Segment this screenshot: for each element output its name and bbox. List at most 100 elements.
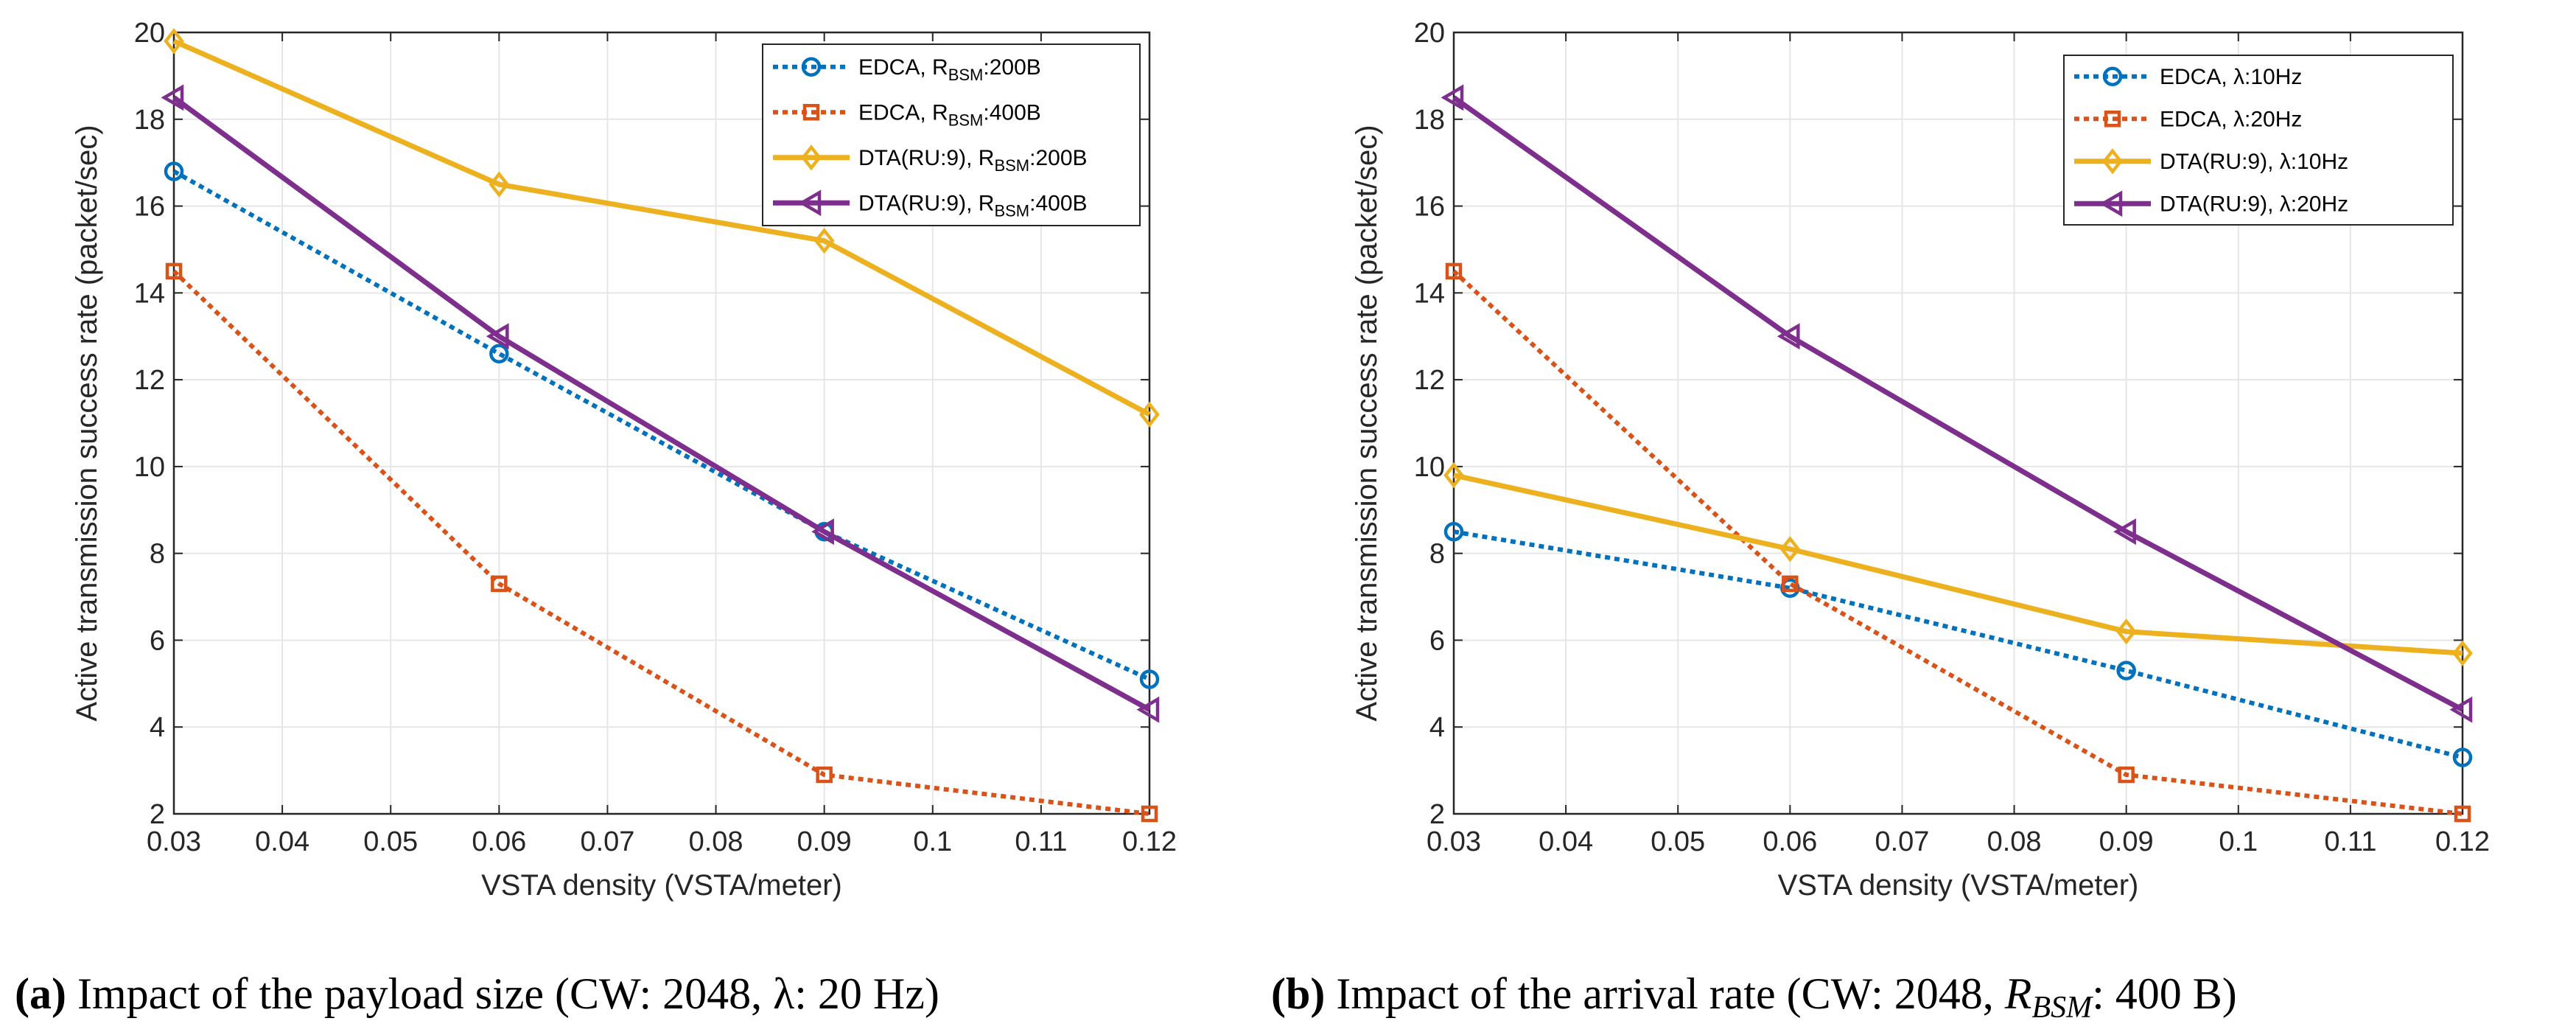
series-line-b-1 [1452, 269, 2463, 816]
data-point-b-3 [2113, 518, 2136, 546]
legend-label-b-3: DTA(RU:9), λ:20Hz [2160, 192, 2348, 216]
legend-marker-a-0 [801, 57, 822, 77]
legend-text-post: :200B [983, 55, 1040, 80]
data-point-b-2 [1443, 462, 1464, 489]
series-line-a-3 [172, 95, 1151, 712]
x-tick-label-b: 0.07 [1875, 826, 1929, 857]
legend-marker-b-0 [2102, 66, 2123, 86]
x-tick-label-a: 0.04 [255, 826, 309, 857]
x-tick-label-a: 0.05 [363, 826, 418, 857]
data-point-b-0 [2452, 748, 2473, 767]
y-tick-label-b: 14 [1414, 278, 1445, 309]
x-tick-label-a: 0.09 [797, 826, 852, 857]
data-point-b-1 [2454, 805, 2471, 823]
series-line-b-3 [1452, 95, 2464, 712]
caption-b-var: R [2004, 969, 2032, 1018]
x-tick-label-b: 0.04 [1539, 826, 1593, 857]
x-tick-label-b: 0.06 [1763, 826, 1817, 857]
legend-text-pre: EDCA, R [858, 55, 948, 80]
legend-box-b [2063, 55, 2454, 226]
legend-box-a [762, 43, 1141, 226]
data-point-b-1 [2118, 766, 2135, 784]
legend-text-sub: BSM [948, 111, 984, 129]
y-tick-label-b: 8 [1429, 539, 1445, 570]
caption-b-label: (b) [1271, 969, 1325, 1018]
y-tick-label-a: 6 [150, 625, 165, 656]
data-point-a-3 [811, 518, 834, 546]
data-point-b-2 [2115, 618, 2137, 645]
data-point-a-0 [489, 344, 509, 364]
legend-text-post: :200B [1029, 146, 1087, 170]
x-tick-label-b: 0.11 [2324, 826, 2376, 857]
legend-label-b-1: EDCA, λ:20Hz [2160, 107, 2302, 131]
x-tick-label-a: 0.07 [580, 826, 634, 857]
data-point-a-1 [1141, 805, 1158, 823]
x-tick-label-a: 0.03 [147, 826, 201, 857]
data-point-a-3 [161, 84, 184, 111]
legend-text-pre: EDCA, λ:10Hz [2160, 65, 2302, 89]
legend-text-sub: BSM [948, 66, 984, 84]
data-point-b-1 [1782, 575, 1799, 593]
caption-a-text: Impact of the payload size (CW: 2048, λ:… [66, 969, 939, 1018]
legend-text-pre: DTA(RU:9), λ:20Hz [2160, 192, 2348, 216]
y-tick-label-b: 18 [1414, 105, 1445, 136]
legend-label-b-0: EDCA, λ:10Hz [2160, 65, 2302, 89]
data-point-b-2 [2452, 640, 2473, 666]
chart-panel-b: 0.03 0.04 0.05 0.06 0.07 0.08 0.09 0.1 0.11 0.12 2… [1351, 18, 2490, 902]
caption-b-sub: BSM [2031, 991, 2093, 1025]
chart-panel-a: 0.03 0.04 0.05 0.06 0.07 0.08 0.09 0.1 0.11 0.12 2… [71, 18, 1177, 902]
x-tick-label-a: 0.08 [689, 826, 743, 857]
legend-label-a-3: DTA(RU:9), RBSM:400B [858, 191, 1088, 220]
axes-frame-b [1452, 31, 2464, 815]
y-tick-label-b: 4 [1429, 712, 1445, 743]
data-point-a-3 [486, 323, 509, 350]
y-tick-label-b: 12 [1414, 365, 1445, 396]
legend-marker-b-3 [2099, 190, 2123, 217]
data-point-a-1 [816, 766, 833, 784]
data-point-b-3 [2449, 696, 2473, 723]
x-tick-label-b: 0.05 [1651, 826, 1705, 857]
x-tick-label-b: 0.08 [1987, 826, 2042, 857]
legend-marker-a-1 [802, 104, 820, 121]
data-point-b-0 [2116, 661, 2136, 680]
legend-text-pre: EDCA, λ:20Hz [2160, 107, 2302, 131]
y-tick-label-b: 10 [1414, 452, 1445, 483]
x-tick-label-b: 0.09 [2099, 826, 2154, 857]
x-tick-label-a: 0.06 [472, 826, 526, 857]
y-tick-label-a: 2 [150, 799, 165, 830]
data-point-a-2 [813, 228, 835, 254]
data-point-a-1 [165, 262, 183, 280]
legend-label-b-2: DTA(RU:9), λ:10Hz [2160, 150, 2348, 174]
y-tick-label-a: 16 [134, 192, 165, 223]
legend-marker-b-1 [2104, 111, 2121, 128]
y-tick-label-a: 4 [150, 712, 165, 743]
legend-text-pre: DTA(RU:9), λ:10Hz [2160, 150, 2348, 174]
data-point-a-2 [489, 171, 510, 198]
legend-label-a-1: EDCA, RBSM:400B [858, 100, 1041, 129]
x-tick-label-b: 0.1 [2219, 826, 2258, 857]
x-tick-label-a: 0.11 [1015, 826, 1067, 857]
y-tick-label-b: 16 [1414, 192, 1445, 223]
y-axis-label-a: Active transmission success rate (packet… [71, 125, 103, 721]
y-tick-label-a: 8 [150, 539, 165, 570]
y-axis-label-b: Active transmission success rate (packet… [1351, 125, 1383, 721]
legend-text-sub: BSM [994, 156, 1029, 175]
legend-text-pre: DTA(RU:9), R [858, 191, 994, 215]
x-axis-label-a: VSTA density (VSTA/meter) [481, 869, 842, 902]
series-line-b-2 [1453, 473, 2463, 656]
data-point-a-0 [164, 161, 184, 181]
legend-marker-a-3 [798, 189, 822, 217]
data-point-b-2 [1779, 536, 1801, 562]
legend-text-pre: DTA(RU:9), R [858, 146, 994, 170]
y-tick-label-a: 10 [134, 452, 165, 483]
x-tick-label-a: 0.1 [913, 826, 952, 857]
x-tick-label-a: 0.12 [1122, 826, 1177, 857]
data-point-a-2 [1139, 401, 1160, 428]
y-tick-label-a: 18 [134, 105, 165, 136]
data-point-b-1 [1445, 262, 1463, 280]
caption-b-post: : 400 B) [2092, 969, 2237, 1018]
data-point-a-1 [491, 575, 508, 593]
legend-label-a-2: DTA(RU:9), RBSM:200B [858, 146, 1088, 175]
legend-marker-b-2 [2102, 148, 2123, 175]
